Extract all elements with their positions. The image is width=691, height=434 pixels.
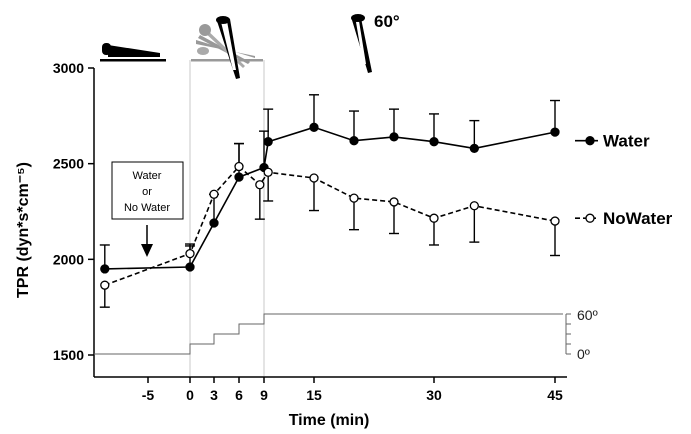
data-point-water: [389, 132, 399, 142]
data-point-water: [309, 122, 319, 132]
x-tick-label: 0: [186, 387, 194, 403]
data-point-nowater: [209, 189, 219, 199]
data-point-nowater: [469, 201, 479, 211]
data-point-nowater: [429, 213, 439, 223]
x-tick-label: 45: [547, 387, 563, 403]
x-tick-label: 9: [260, 387, 268, 403]
data-point-water: [550, 127, 560, 137]
y-tick-label: 2500: [53, 156, 84, 172]
legend-marker: [585, 136, 595, 146]
data-point-nowater: [100, 280, 110, 290]
data-point-nowater: [255, 180, 265, 190]
tilt-label-high: 60º: [577, 307, 598, 323]
annotation-line-1: Water: [133, 170, 162, 182]
y-tick-label: 3000: [53, 60, 84, 76]
data-point-nowater: [550, 216, 560, 226]
y-axis-ticks: 1500 2000 2500 3000: [53, 60, 94, 363]
data-point-water: [263, 137, 273, 147]
data-point-water: [429, 137, 439, 147]
data-point-nowater: [309, 173, 319, 183]
upright-tilt-table-icon: [351, 14, 372, 73]
data-point-water: [234, 172, 244, 182]
x-tick-label: 15: [306, 387, 322, 403]
x-tick-label: 30: [426, 387, 442, 403]
annotation-arrowhead: [141, 244, 153, 257]
legend-label: Water: [603, 132, 650, 151]
data-point-water: [185, 262, 195, 272]
x-tick-label: 3: [210, 387, 218, 403]
series-line-water: [104, 126, 556, 270]
annotation-line-3: No Water: [124, 202, 170, 214]
series-layer: [99, 94, 560, 308]
series-nowater: [99, 142, 560, 308]
y-axis-title: TPR (dyn*s*cm⁻⁵): [15, 162, 32, 298]
y-tick-label: 1500: [53, 347, 84, 363]
tilting-table-icon: [191, 16, 263, 79]
x-axis-ticks: -5 0 3 6 9 15 30 45: [142, 377, 563, 403]
data-point-nowater: [263, 167, 273, 177]
series-line-nowater: [104, 165, 556, 286]
top-angle-label: 60°: [374, 12, 400, 31]
data-point-nowater: [185, 248, 195, 259]
tilt-angle-profile: 60º 0º: [94, 307, 598, 362]
legend: Water NoWater: [575, 132, 673, 228]
data-point-water: [469, 143, 479, 154]
annotation-line-2: or: [142, 186, 152, 198]
data-point-water: [100, 264, 110, 274]
x-tick-label: 6: [235, 387, 243, 403]
x-tick-label: -5: [142, 387, 155, 403]
legend-marker: [585, 213, 595, 223]
data-point-water: [349, 136, 359, 146]
x-axis-title: Time (min): [289, 412, 370, 429]
data-point-nowater: [349, 193, 359, 203]
supine-tilt-table-icon: [100, 43, 166, 62]
legend-label: NoWater: [603, 209, 673, 228]
data-point-nowater: [389, 197, 399, 207]
treatment-annotation: Water or No Water: [111, 161, 184, 257]
data-point-water: [209, 218, 219, 228]
tilt-staircase-line: [94, 313, 563, 355]
data-point-nowater: [234, 161, 244, 172]
tilt-label-low: 0º: [577, 346, 590, 362]
y-tick-label: 2000: [53, 251, 84, 267]
